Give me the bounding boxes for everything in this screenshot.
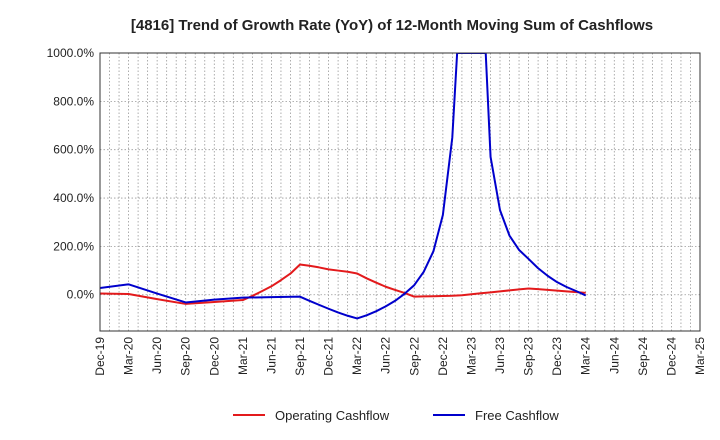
x-axis-ticks: Dec-19 Mar-20 Jun-20 Sep-20 Dec-20 Mar-21 Jun-… xyxy=(93,337,707,376)
series-line-operating-cashflow xyxy=(100,263,586,305)
plot-frame xyxy=(99,52,701,332)
x-tick-label: Sep-20 xyxy=(179,337,193,376)
x-tick-label: Sep-23 xyxy=(522,337,536,376)
series-layer xyxy=(100,53,587,320)
legend: Operating Cashflow Free Cashflow xyxy=(233,408,559,423)
x-tick-label: Mar-22 xyxy=(350,337,364,375)
x-tick-label: Jun-24 xyxy=(607,337,621,374)
y-tick-label: 0.0% xyxy=(67,288,95,302)
x-tick-label: Mar-24 xyxy=(579,337,593,375)
x-tick-label: Dec-21 xyxy=(322,337,336,376)
legend-label: Free Cashflow xyxy=(475,408,559,423)
y-tick-label: 400.0% xyxy=(53,191,94,205)
y-tick-label: 200.0% xyxy=(53,239,94,253)
y-tick-label: 1000.0% xyxy=(47,46,95,60)
x-tick-label: Sep-22 xyxy=(407,337,421,376)
x-tick-label: Mar-25 xyxy=(693,337,707,375)
x-tick-label: Sep-24 xyxy=(636,337,650,376)
x-tick-label: Dec-19 xyxy=(93,337,107,376)
x-tick-label: Jun-21 xyxy=(264,337,278,374)
x-tick-label: Jun-22 xyxy=(379,337,393,374)
y-tick-label: 800.0% xyxy=(53,94,94,108)
x-tick-label: Mar-21 xyxy=(236,337,250,375)
x-tick-label: Jun-23 xyxy=(493,337,507,374)
chart-title: [4816] Trend of Growth Rate (YoY) of 12-… xyxy=(131,17,653,34)
x-tick-label: Mar-20 xyxy=(122,337,136,375)
x-tick-label: Dec-23 xyxy=(550,337,564,376)
series-line-free-cashflow xyxy=(100,53,587,320)
x-tick-label: Jun-20 xyxy=(150,337,164,374)
x-tick-label: Mar-23 xyxy=(464,337,478,375)
x-tick-label: Dec-24 xyxy=(664,337,678,376)
y-axis-ticks: 0.0% 200.0% 400.0% 600.0% 800.0% 1000.0% xyxy=(47,46,95,302)
grid-layer xyxy=(99,52,701,331)
x-tick-label: Sep-21 xyxy=(293,337,307,376)
x-tick-label: Dec-20 xyxy=(207,337,221,376)
y-tick-label: 600.0% xyxy=(53,143,94,157)
legend-label: Operating Cashflow xyxy=(275,408,390,423)
x-tick-label: Dec-22 xyxy=(436,337,450,376)
